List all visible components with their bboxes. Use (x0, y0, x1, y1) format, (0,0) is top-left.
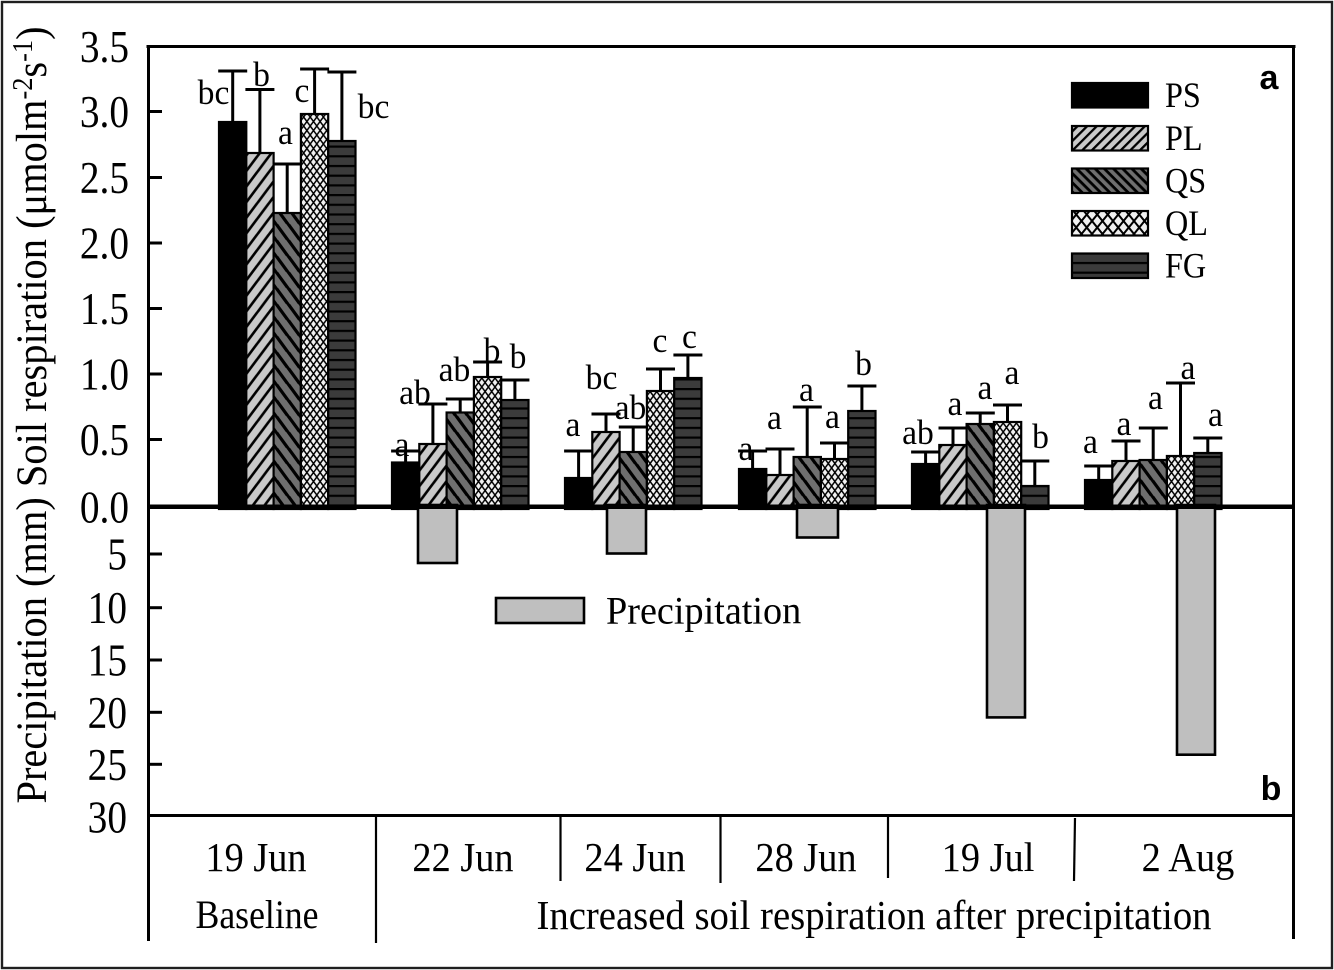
svg-text:0.0: 0.0 (80, 483, 129, 533)
svg-text:b: b (1032, 417, 1049, 456)
svg-text:Baseline: Baseline (195, 893, 318, 938)
svg-text:a: a (1148, 378, 1163, 417)
svg-text:a: a (566, 405, 581, 444)
svg-text:bc: bc (358, 87, 390, 126)
svg-text:QS: QS (1165, 162, 1206, 201)
svg-text:19 Jun: 19 Jun (205, 834, 306, 881)
svg-text:2.0: 2.0 (80, 219, 129, 269)
svg-text:PS: PS (1165, 77, 1201, 116)
svg-text:a: a (767, 398, 782, 437)
svg-text:1.5: 1.5 (80, 284, 129, 334)
svg-text:ab: ab (615, 388, 647, 427)
svg-text:c: c (682, 317, 697, 356)
svg-text:b: b (253, 55, 270, 94)
svg-text:PL: PL (1165, 120, 1203, 159)
svg-text:a: a (1181, 348, 1196, 387)
svg-text:ab: ab (439, 350, 471, 389)
svg-text:c: c (653, 321, 668, 360)
svg-text:a: a (739, 429, 754, 468)
svg-text:20: 20 (88, 688, 127, 738)
svg-text:a: a (278, 113, 293, 152)
svg-text:bc: bc (586, 358, 618, 397)
svg-text:a: a (1260, 59, 1280, 97)
svg-text:22 Jun: 22 Jun (412, 834, 513, 881)
svg-text:28 Jun: 28 Jun (755, 834, 856, 881)
svg-text:a: a (948, 384, 963, 423)
svg-text:2.5: 2.5 (80, 153, 129, 203)
svg-text:a: a (978, 368, 993, 407)
svg-text:19 Jul: 19 Jul (942, 834, 1035, 881)
svg-text:a: a (799, 370, 814, 409)
svg-text:a: a (395, 425, 410, 464)
svg-text:b: b (1261, 770, 1282, 808)
svg-text:25: 25 (88, 740, 127, 790)
svg-text:c: c (295, 71, 310, 110)
svg-text:3.0: 3.0 (80, 87, 129, 137)
svg-text:0.5: 0.5 (80, 415, 129, 465)
svg-text:ab: ab (399, 373, 431, 412)
svg-text:1.0: 1.0 (80, 350, 129, 400)
svg-text:a: a (825, 397, 840, 436)
svg-text:10: 10 (88, 584, 127, 634)
svg-text:30: 30 (88, 793, 127, 843)
svg-text:Increased soil respiration aft: Increased soil respiration after precipi… (536, 892, 1211, 938)
svg-text:b: b (855, 344, 872, 383)
svg-text:b: b (510, 337, 527, 376)
svg-text:Precipitation: Precipitation (606, 589, 801, 633)
svg-text:a: a (1083, 422, 1098, 461)
svg-text:QL: QL (1165, 205, 1208, 244)
svg-text:FG: FG (1165, 247, 1206, 286)
svg-text:a: a (1005, 353, 1020, 392)
svg-text:a: a (1117, 404, 1132, 443)
svg-text:Precipitation (mm) Soil respir: Precipitation (mm) Soil respiration (μmo… (7, 26, 56, 803)
svg-text:15: 15 (88, 636, 127, 686)
svg-text:2 Aug: 2 Aug (1142, 834, 1235, 881)
svg-text:b: b (484, 331, 501, 370)
svg-text:3.5: 3.5 (80, 22, 129, 72)
svg-text:5: 5 (107, 530, 127, 580)
svg-text:a: a (1208, 395, 1223, 434)
svg-text:ab: ab (902, 413, 934, 452)
svg-text:24 Jun: 24 Jun (584, 834, 685, 881)
svg-text:bc: bc (198, 73, 230, 112)
